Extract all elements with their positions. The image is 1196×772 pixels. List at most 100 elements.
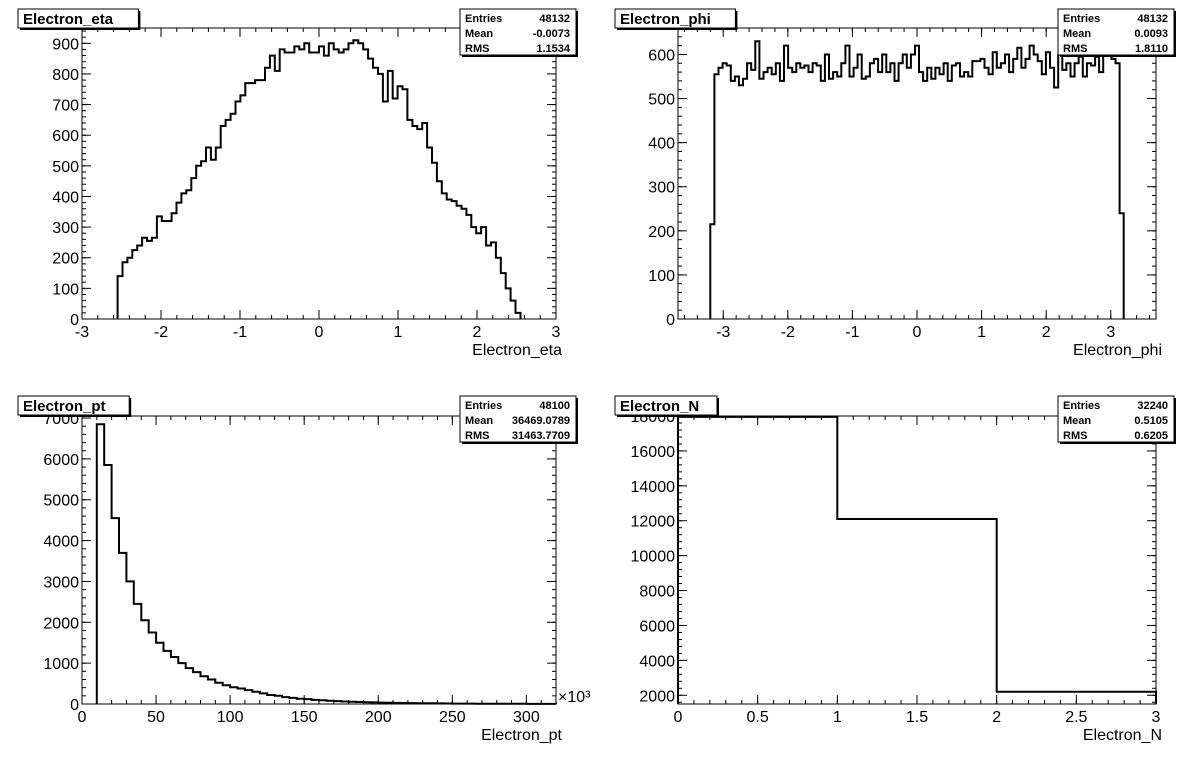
histogram-title-box: Electron_pt [17,395,132,417]
title-frame [614,395,718,416]
y-tick-label: 2000 [43,615,79,632]
histogram-title: Electron_N [620,398,699,415]
histogram-title: Electron_phi [620,11,711,28]
plot-frame [677,415,1157,705]
histogram-title-box: Electron_phi [614,8,738,30]
x-tick-label: 100 [217,709,244,726]
y-tick-label: 5000 [43,493,79,510]
x-tick-label: 1 [394,324,403,341]
y-tick-label: 500 [648,92,675,109]
stats-box: Entries 48132 Mean 0.0093 RMS 1.8110 [1057,8,1176,57]
stats-rms-label: RMS [1063,43,1087,55]
stats-entries-label: Entries [465,400,502,412]
stats-mean-value: -0.0073 [533,28,570,40]
y-tick-label: 600 [52,128,79,145]
x-axis-title: Electron_eta [472,342,562,359]
plot-frame [81,415,557,705]
stats-entries-value: 48132 [1137,13,1168,25]
histogram-series [709,35,1125,319]
y-tick-label: 500 [52,159,79,176]
y-tick-label: 300 [648,180,675,197]
stats-mean-value: 0.0093 [1134,28,1168,40]
x-tick-label: -2 [781,324,795,341]
y-tick-label: 4000 [43,534,79,551]
histogram-series [95,423,557,705]
stats-mean-label: Mean [1063,28,1091,40]
x-tick-label: 0.5 [747,709,769,726]
stats-rms-label: RMS [465,430,489,442]
x-tick-label: 0 [913,324,922,341]
y-tick-label: 6000 [43,452,79,469]
x-axis-title: Electron_phi [1073,342,1162,359]
x-tick-label: 2 [473,324,482,341]
x-tick-label: -1 [845,324,859,341]
stats-frame [1057,8,1175,56]
y-tick-label: 700 [52,98,79,115]
x-tick-label: 200 [365,709,392,726]
histogram-panel-electron-n: 0 0.5 1 1.5 2 2.5 3 2000 4000 6000 8000 10000 12000 1… [614,395,1176,744]
y-tick-label: 1000 [43,656,79,673]
title-frame [17,8,139,29]
stats-mean-label: Mean [465,415,493,427]
x-tick-label: 300 [513,709,540,726]
stats-entries-value: 32240 [1137,400,1168,412]
stats-rms-value: 0.6205 [1134,430,1168,442]
x-tick-label: 0 [674,709,683,726]
stats-frame [459,8,577,56]
y-tick-label: 800 [52,67,79,84]
x-axis-title: Electron_pt [481,727,562,744]
stats-mean-value: 0.5105 [1134,415,1168,427]
histogram-panel-electron-eta: -3 -2 -1 0 1 2 3 0 100 200 300 400 500 600 700 800 900 El… [17,8,578,359]
stats-box: Entries 48132 Mean -0.0073 RMS 1.1534 [459,8,578,57]
x-tick-label: 3 [552,324,561,341]
stats-entries-label: Entries [1063,400,1100,412]
x-tick-label: 1 [977,324,986,341]
stats-rms-label: RMS [1063,430,1087,442]
x-tick-label: 250 [439,709,466,726]
x-tick-label: 50 [147,709,165,726]
y-tick-label: 16000 [631,444,676,461]
stats-rms-value: 1.1534 [536,43,571,55]
x-tick-label: 2 [1042,324,1051,341]
stats-mean-label: Mean [465,28,493,40]
histogram-title: Electron_eta [23,11,114,28]
histogram-series [677,415,1157,704]
histogram-series [116,39,522,319]
stats-rms-value: 1.8110 [1135,43,1168,55]
histogram-title-box: Electron_N [614,395,719,417]
title-frame [614,8,736,29]
y-tick-label: 600 [648,47,675,64]
y-tick-label: 4000 [639,653,675,670]
stats-box: Entries 48100 Mean 36469.0789 RMS 31463.7709 [459,395,578,444]
y-tick-label: 400 [648,136,675,153]
stats-frame [459,395,577,443]
histogram-title-box: Electron_eta [17,8,141,30]
y-tick-label: 100 [52,281,79,298]
stats-mean-value: 36469.0789 [512,415,570,427]
x-axis-multiplier: ×10³ [558,689,591,706]
x-tick-label: -1 [233,324,247,341]
y-tick-label: 200 [648,224,675,241]
x-tick-label: 3 [1152,709,1161,726]
y-tick-label: 200 [52,251,79,268]
stats-entries-value: 48100 [539,400,570,412]
stats-entries-value: 48132 [539,13,570,25]
x-tick-label: 3 [1106,324,1115,341]
x-tick-label: 2 [992,709,1001,726]
stats-frame [1057,395,1175,443]
histogram-panel-electron-pt: 0 50 100 150 200 250 3000100020003000400050006… [17,395,591,744]
stats-mean-label: Mean [1063,415,1091,427]
title-frame [17,395,130,416]
y-tick-label: 100 [648,268,675,285]
y-tick-label: 900 [52,36,79,53]
plot-frame [81,27,557,320]
y-tick-label: 12000 [631,514,676,531]
y-tick-label: 0 [70,697,79,714]
x-tick-label: 0 [315,324,324,341]
stats-entries-label: Entries [465,13,502,25]
x-tick-label: 150 [291,709,318,726]
x-tick-label: 0 [78,709,87,726]
histogram-title: Electron_pt [23,398,106,415]
x-tick-label: -3 [75,324,89,341]
